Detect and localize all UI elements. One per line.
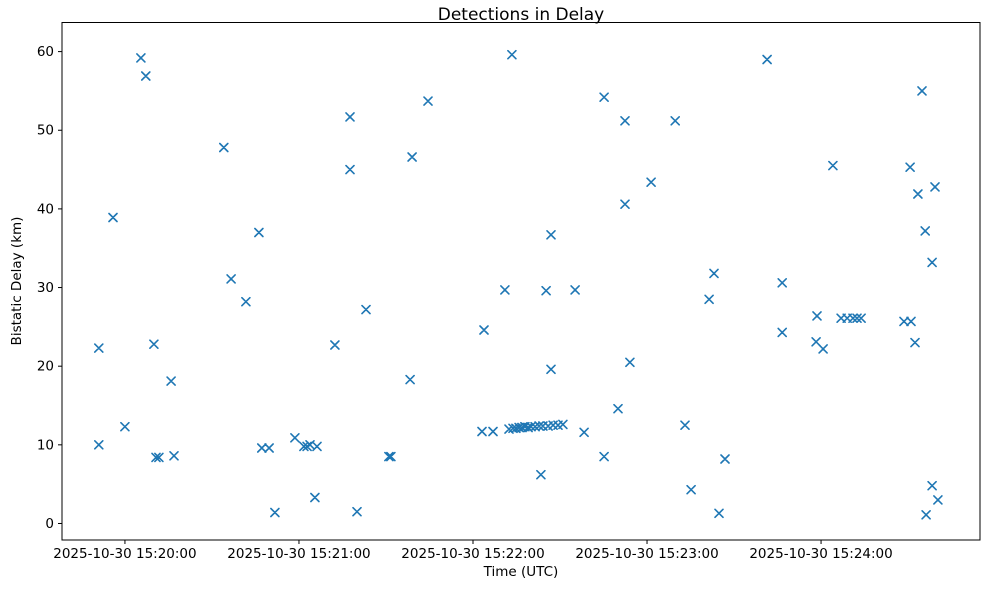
- x-axis-label: Time (UTC): [483, 564, 559, 580]
- x-tick-label: 2025-10-30 15:20:00: [53, 546, 196, 562]
- x-tick-label: 2025-10-30 15:23:00: [575, 546, 718, 562]
- plot-border: [61, 22, 981, 541]
- x-tick-label: 2025-10-30 15:24:00: [749, 546, 892, 562]
- chart-title: Detections in Delay: [437, 5, 605, 25]
- y-tick-label: 50: [37, 123, 54, 139]
- y-tick-label: 20: [37, 359, 54, 375]
- y-tick-label: 40: [37, 201, 54, 217]
- y-tick-label: 0: [45, 516, 54, 532]
- scatter-markers: [94, 49, 943, 520]
- x-tick-label: 2025-10-30 15:22:00: [401, 546, 544, 562]
- x-tick-label: 2025-10-30 15:21:00: [227, 546, 370, 562]
- y-tick-label: 30: [37, 280, 54, 296]
- y-tick-label: 60: [37, 44, 54, 60]
- y-tick-label: 10: [37, 437, 54, 453]
